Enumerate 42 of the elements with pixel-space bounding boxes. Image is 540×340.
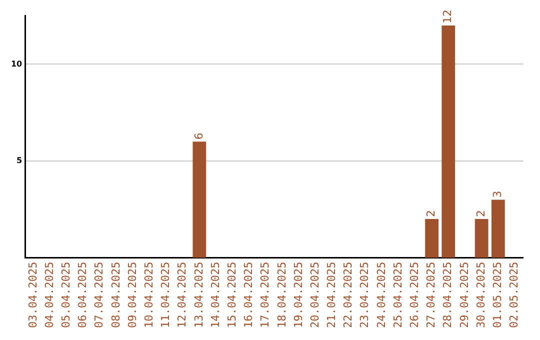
data-label: 2: [424, 210, 438, 218]
x-tick-label: 28.04.2025: [441, 262, 454, 328]
x-tick-label: 01.05.2025: [491, 262, 504, 328]
x-tick-label: 16.04.2025: [242, 262, 256, 328]
x-tick-label: 29.04.2025: [458, 262, 471, 328]
x-tick-label: 21.04.2025: [325, 262, 338, 328]
x-tick-label: 12.04.2025: [176, 262, 189, 328]
data-label: 6: [192, 132, 206, 140]
x-tick-label: 02.05.2025: [508, 262, 521, 328]
data-label: 12: [441, 9, 454, 24]
bar: [192, 142, 206, 258]
data-label: 3: [491, 190, 504, 198]
x-tick-label: 18.04.2025: [275, 262, 288, 328]
x-tick-label: 15.04.2025: [225, 262, 238, 328]
x-tick-label: 06.04.2025: [76, 262, 90, 328]
x-tick-label: 08.04.2025: [109, 262, 122, 328]
x-tick-label: 23.04.2025: [358, 262, 372, 328]
x-tick-label: 10.04.2025: [142, 262, 156, 328]
y-tick-label: 5: [16, 156, 23, 166]
x-tick-label: 19.04.2025: [292, 262, 305, 328]
bar: [474, 219, 488, 258]
x-tick-label: 17.04.2025: [258, 262, 272, 328]
x-tick-label: 25.04.2025: [391, 262, 404, 328]
x-tick-label: 30.04.2025: [474, 262, 488, 328]
x-tick-label: 09.04.2025: [126, 262, 139, 328]
x-tick-label: 26.04.2025: [408, 262, 422, 328]
x-tick-label: 20.04.2025: [308, 262, 322, 328]
bar: [491, 200, 505, 258]
bar: [442, 25, 456, 258]
x-tick-label: 04.04.2025: [42, 262, 56, 328]
x-tick-label: 11.04.2025: [159, 262, 172, 328]
x-tick-label: 22.04.2025: [342, 262, 355, 328]
x-tick-label: 14.04.2025: [208, 262, 222, 328]
data-label: 2: [474, 210, 488, 218]
bar: [425, 219, 438, 258]
x-tick-label: 27.04.2025: [424, 262, 438, 328]
x-tick-label: 13.04.2025: [192, 262, 206, 328]
x-tick-label: 24.04.2025: [374, 262, 388, 328]
x-tick-label: 05.04.2025: [59, 262, 72, 328]
x-tick-label: 07.04.2025: [92, 262, 106, 328]
x-tick-label: 03.04.2025: [26, 262, 40, 328]
y-tick-label: 10: [10, 59, 23, 68]
